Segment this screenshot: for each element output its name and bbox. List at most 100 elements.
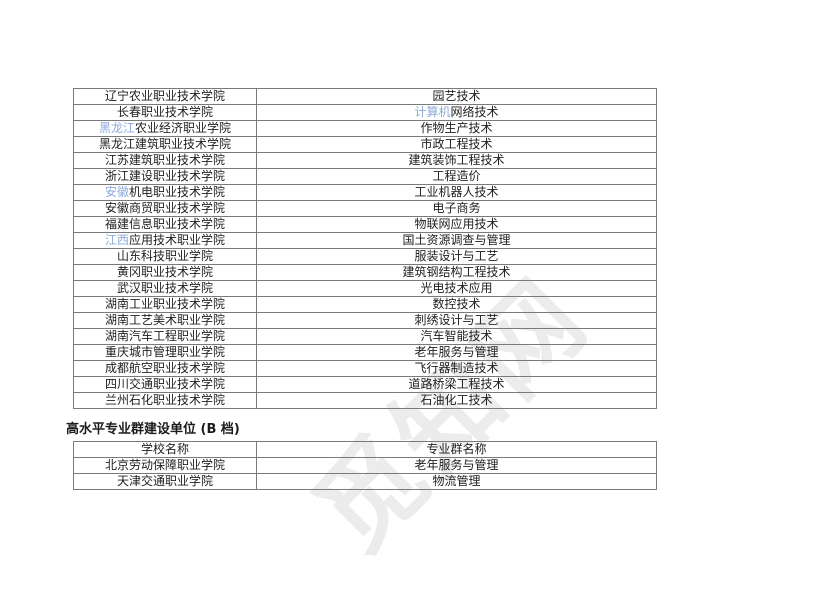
table-row: 黄冈职业技术学院 建筑钢结构工程技术: [73, 264, 657, 281]
document-page: { "watermark": { "text": "觅知网", "color":…: [66, 88, 657, 575]
table-row: 重庆城市管理职业学院 老年服务与管理: [73, 344, 657, 361]
table-row: 安徽商贸职业技术学院 电子商务: [73, 200, 657, 217]
major-name: 建筑装饰工程技术: [408, 153, 505, 168]
major-cell: 工业机器人技术: [256, 184, 657, 201]
major-name: 作物生产技术: [420, 121, 493, 136]
table-row: 江西应用技术职业学院 国土资源调查与管理: [73, 232, 657, 249]
school-name: 农业经济职业学院: [135, 121, 232, 136]
school-group-table-b: 学校名称 专业群名称 北京劳动保障职业学院 老年服务与管理 天津交通职业学院 物…: [73, 441, 657, 490]
table-row: 长春职业技术学院 计算机网络技术: [73, 104, 657, 121]
major-cell: 作物生产技术: [256, 120, 657, 137]
school-cell: 江苏建筑职业技术学院: [73, 152, 257, 169]
school-cell: 江西应用技术职业学院: [73, 232, 257, 249]
section-b-heading: 高水平专业群建设单位 (B 档): [66, 422, 240, 437]
school-cell: 湖南工业职业技术学院: [73, 296, 257, 313]
major-highlight: 计算机: [414, 105, 451, 120]
school-cell: 成都航空职业技术学院: [73, 360, 257, 377]
school-cell: 北京劳动保障职业学院: [73, 457, 257, 474]
major-name: 建筑钢结构工程技术: [402, 265, 511, 280]
school-major-table-a: 辽宁农业职业技术学院 园艺技术 长春职业技术学院 计算机网络技术 黑龙江农业经济…: [73, 88, 657, 409]
table-row: 福建信息职业技术学院 物联网应用技术: [73, 216, 657, 233]
table-row: 湖南汽车工程职业学院 汽车智能技术: [73, 328, 657, 345]
table-row: 黑龙江建筑职业技术学院 市政工程技术: [73, 136, 657, 153]
school-highlight: 黑龙江: [98, 121, 135, 136]
major-name: 园艺技术: [432, 89, 481, 104]
school-name: 北京劳动保障职业学院: [104, 458, 225, 473]
major-cell: 市政工程技术: [256, 136, 657, 153]
school-highlight: 江西: [104, 233, 129, 248]
table-row: 兰州石化职业技术学院 石油化工技术: [73, 392, 657, 409]
major-name: 石油化工技术: [420, 393, 493, 408]
major-cell: 服装设计与工艺: [256, 248, 657, 265]
major-name: 电子商务: [432, 201, 481, 216]
school-name: 江苏建筑职业技术学院: [104, 153, 225, 168]
major-cell: 光电技术应用: [256, 280, 657, 297]
school-cell: 黄冈职业技术学院: [73, 264, 257, 281]
school-name: 山东科技职业学院: [116, 249, 213, 264]
school-name: 湖南工艺美术职业学院: [104, 313, 225, 328]
school-cell: 浙江建设职业技术学院: [73, 168, 257, 185]
table-row: 山东科技职业学院 服装设计与工艺: [73, 248, 657, 265]
major-cell: 飞行器制造技术: [256, 360, 657, 377]
school-cell: 辽宁农业职业技术学院: [73, 88, 257, 105]
school-name: 重庆城市管理职业学院: [104, 345, 225, 360]
table-row: 四川交通职业技术学院 道路桥梁工程技术: [73, 376, 657, 393]
school-name: 福建信息职业技术学院: [104, 217, 225, 232]
group-cell: 物流管理: [256, 473, 657, 490]
school-highlight: 安徽: [104, 185, 129, 200]
school-cell: 天津交通职业学院: [73, 473, 257, 490]
table-header-row: 学校名称 专业群名称: [73, 441, 657, 458]
school-cell: 黑龙江建筑职业技术学院: [73, 136, 257, 153]
school-name: 兰州石化职业技术学院: [104, 393, 225, 408]
school-name: 辽宁农业职业技术学院: [104, 89, 225, 104]
school-cell: 黑龙江农业经济职业学院: [73, 120, 257, 137]
major-cell: 园艺技术: [256, 88, 657, 105]
school-cell: 山东科技职业学院: [73, 248, 257, 265]
school-name: 四川交通职业技术学院: [104, 377, 225, 392]
table-row: 北京劳动保障职业学院 老年服务与管理: [73, 457, 657, 474]
major-cell: 物联网应用技术: [256, 216, 657, 233]
table-row: 湖南工艺美术职业学院 刺绣设计与工艺: [73, 312, 657, 329]
major-name: 物联网应用技术: [414, 217, 499, 232]
table-row: 湖南工业职业技术学院 数控技术: [73, 296, 657, 313]
school-name: 成都航空职业技术学院: [104, 361, 225, 376]
table-a-body: 辽宁农业职业技术学院 园艺技术 长春职业技术学院 计算机网络技术 黑龙江农业经济…: [73, 88, 657, 409]
school-name-header: 学校名称: [73, 441, 257, 458]
table-row: 安徽机电职业技术学院 工业机器人技术: [73, 184, 657, 201]
school-name: 湖南汽车工程职业学院: [104, 329, 225, 344]
major-name: 老年服务与管理: [414, 345, 499, 360]
school-cell: 安徽商贸职业技术学院: [73, 200, 257, 217]
major-cell: 石油化工技术: [256, 392, 657, 409]
school-cell: 重庆城市管理职业学院: [73, 344, 257, 361]
major-cell: 工程造价: [256, 168, 657, 185]
major-name: 光电技术应用: [420, 281, 493, 296]
major-cell: 老年服务与管理: [256, 344, 657, 361]
school-name: 天津交通职业学院: [116, 474, 213, 489]
school-cell: 福建信息职业技术学院: [73, 216, 257, 233]
school-name: 安徽商贸职业技术学院: [104, 201, 225, 216]
group-name-header: 专业群名称: [256, 441, 657, 458]
major-name: 工业机器人技术: [414, 185, 499, 200]
major-name: 市政工程技术: [420, 137, 493, 152]
school-name: 长春职业技术学院: [116, 105, 213, 120]
school-cell: 四川交通职业技术学院: [73, 376, 257, 393]
major-cell: 建筑装饰工程技术: [256, 152, 657, 169]
major-cell: 建筑钢结构工程技术: [256, 264, 657, 281]
major-name: 工程造价: [432, 169, 481, 184]
table-row: 辽宁农业职业技术学院 园艺技术: [73, 88, 657, 105]
school-cell: 兰州石化职业技术学院: [73, 392, 257, 409]
major-name: 网络技术: [450, 105, 499, 120]
school-name: 黑龙江建筑职业技术学院: [98, 137, 231, 152]
table-b-data-rows: 北京劳动保障职业学院 老年服务与管理 天津交通职业学院 物流管理: [73, 457, 657, 490]
school-cell: 武汉职业技术学院: [73, 280, 257, 297]
school-name: 机电职业技术学院: [129, 185, 226, 200]
table-row: 成都航空职业技术学院 飞行器制造技术: [73, 360, 657, 377]
major-cell: 国土资源调查与管理: [256, 232, 657, 249]
school-name: 黄冈职业技术学院: [116, 265, 213, 280]
table-row: 江苏建筑职业技术学院 建筑装饰工程技术: [73, 152, 657, 169]
major-name: 数控技术: [432, 297, 481, 312]
table-row: 浙江建设职业技术学院 工程造价: [73, 168, 657, 185]
table-row: 武汉职业技术学院 光电技术应用: [73, 280, 657, 297]
major-cell: 刺绣设计与工艺: [256, 312, 657, 329]
major-cell: 道路桥梁工程技术: [256, 376, 657, 393]
